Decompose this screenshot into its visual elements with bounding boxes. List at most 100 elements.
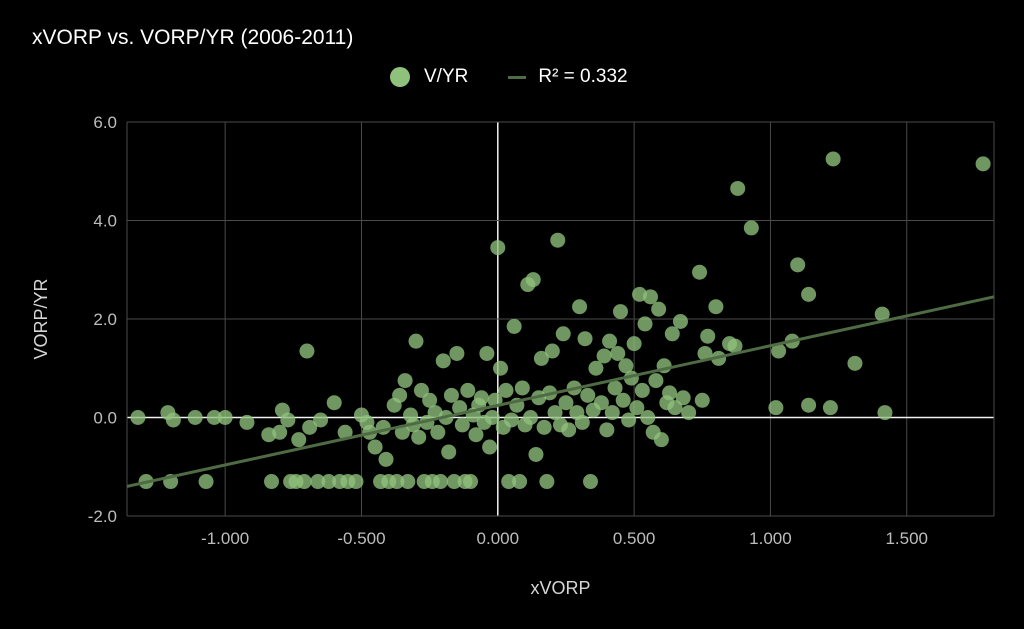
data-point (506, 318, 522, 334)
data-point (490, 240, 506, 256)
y-tick-label: -2.0 (88, 507, 117, 526)
data-point (430, 424, 446, 440)
x-tick-label: 1.000 (749, 529, 792, 548)
data-point (536, 419, 552, 435)
data-point (272, 424, 288, 440)
data-point (642, 289, 658, 305)
data-point (408, 333, 424, 349)
data-point (299, 343, 315, 359)
data-point (449, 345, 465, 361)
data-point (602, 333, 618, 349)
data-point (454, 417, 470, 433)
chart-title: xVORP vs. VORP/YR (2006-2011) (32, 26, 354, 49)
x-tick-label: 0.500 (613, 529, 656, 548)
data-point (337, 424, 353, 440)
data-point (239, 414, 255, 430)
y-axis-title: VORP/YR (31, 278, 51, 359)
data-point (593, 395, 609, 411)
data-point (708, 299, 724, 315)
legend: V/YR R² = 0.332 (390, 66, 628, 88)
data-point (574, 414, 590, 430)
data-point (604, 405, 620, 421)
data-point (468, 427, 484, 443)
data-point (441, 444, 457, 460)
data-point (662, 385, 678, 401)
data-point (463, 474, 479, 490)
data-point (187, 410, 203, 425)
data-point (206, 410, 222, 425)
data-point (700, 328, 716, 344)
data-point (397, 373, 413, 389)
data-point (310, 474, 326, 490)
data-point (667, 400, 683, 416)
data-point (525, 272, 541, 288)
data-point (503, 412, 519, 428)
data-point (523, 410, 539, 425)
x-tick-label: -0.500 (337, 529, 385, 548)
data-point (648, 373, 664, 389)
data-point (291, 432, 307, 448)
legend-trendline-marker (508, 75, 527, 79)
data-point (801, 397, 817, 413)
data-point (672, 313, 688, 329)
data-point (610, 345, 626, 361)
x-tick-label: 1.500 (885, 529, 928, 548)
data-point (582, 474, 598, 490)
data-point (975, 156, 991, 172)
data-point (512, 474, 528, 490)
data-point (599, 422, 615, 438)
data-point (626, 336, 642, 352)
data-point (326, 395, 342, 411)
data-point (547, 405, 563, 421)
data-point (621, 412, 637, 428)
data-point (577, 331, 593, 347)
data-point (198, 474, 214, 490)
data-point (651, 301, 667, 317)
data-point (692, 264, 708, 280)
data-point (640, 410, 656, 425)
data-point (539, 474, 555, 490)
data-point (653, 432, 669, 448)
data-point (264, 474, 279, 490)
data-point (790, 257, 806, 273)
data-point (400, 474, 416, 490)
data-point (533, 350, 549, 366)
data-point (528, 446, 544, 462)
data-point (697, 345, 713, 361)
x-tick-label: 0.000 (477, 529, 520, 548)
data-point (413, 382, 429, 398)
y-tick-label: 4.0 (93, 212, 117, 231)
data-point (727, 338, 743, 354)
data-point (446, 474, 462, 490)
data-point (612, 304, 628, 320)
x-axis-title: xVORP (530, 578, 590, 598)
data-point (313, 412, 329, 428)
data-point (768, 400, 784, 416)
data-point (847, 355, 863, 371)
data-point (629, 400, 645, 416)
y-tick-label: 6.0 (93, 113, 117, 132)
data-point (555, 326, 571, 342)
data-point (392, 387, 408, 403)
data-point (550, 232, 566, 248)
data-point (367, 439, 383, 455)
data-point (675, 390, 691, 406)
y-tick-label: 2.0 (93, 310, 117, 329)
data-point (681, 405, 697, 421)
data-point (501, 474, 517, 490)
data-point (493, 360, 509, 376)
data-point (321, 474, 337, 490)
scatter-series (130, 151, 991, 490)
data-point (664, 326, 680, 342)
data-point (694, 392, 710, 408)
data-point (296, 474, 312, 490)
legend-scatter-marker (390, 67, 410, 87)
data-point (482, 439, 498, 455)
legend-trendline-label: R² = 0.332 (538, 66, 628, 87)
data-point (130, 410, 146, 425)
data-point (825, 151, 841, 167)
legend-scatter-label: V/YR (424, 66, 469, 87)
data-point (801, 286, 817, 302)
data-point (348, 474, 364, 490)
